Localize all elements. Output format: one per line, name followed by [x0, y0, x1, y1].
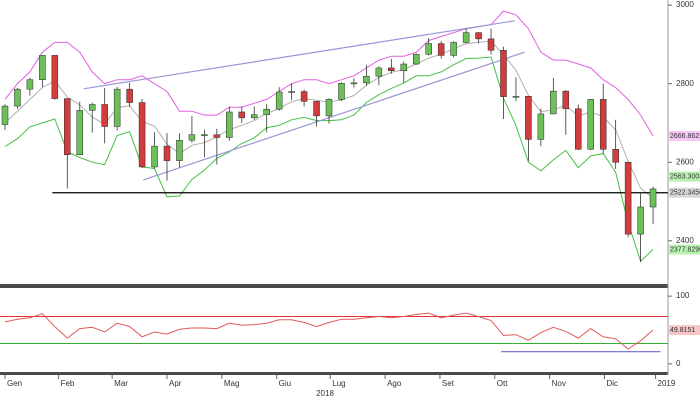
candle-body [363, 75, 370, 84]
x-tick-label: 2019 [658, 379, 676, 388]
trendline [143, 51, 525, 181]
candle-body [649, 188, 657, 208]
candle-body [51, 55, 59, 99]
candle-body [512, 95, 520, 98]
candle-body [500, 50, 507, 97]
x-tick-label: Ott [497, 379, 508, 388]
x-tick-label: Mar [114, 379, 128, 388]
x-tick-label: Giu [279, 379, 291, 388]
candle-body [213, 134, 221, 138]
y-tick-label: 2400 [676, 236, 694, 245]
candle-body [275, 91, 283, 110]
price-tag-label: 2522.3450 [670, 190, 700, 197]
candle-body [350, 82, 358, 85]
y-tick-label: 0 [676, 359, 681, 368]
candle-body [437, 43, 445, 56]
candle-body [550, 90, 557, 115]
candle-body [599, 99, 607, 150]
panel-separator [0, 372, 668, 375]
candle-body [450, 42, 457, 56]
price-tag [669, 171, 700, 182]
rsi-line [4, 312, 654, 350]
candle-body [64, 98, 71, 156]
candle-body [238, 111, 246, 119]
y-tick-label: 2600 [676, 157, 694, 166]
candle-body [288, 91, 295, 93]
candle-body [313, 101, 320, 117]
candle-body [338, 83, 345, 100]
price-tag-label: 2377.8290 [670, 246, 700, 253]
trendline [83, 20, 515, 90]
candle-body [325, 99, 333, 117]
candle-body [587, 99, 594, 150]
price-tag [669, 244, 700, 255]
candle-body [88, 104, 96, 111]
candle-body [425, 43, 432, 55]
x-tick-label: Nov [552, 379, 566, 388]
candle-body [562, 90, 570, 110]
candle-body [126, 88, 133, 103]
candle-body [263, 108, 270, 115]
candle-body [26, 79, 34, 90]
candle-body [14, 88, 21, 107]
band-line [4, 10, 654, 137]
candle-body [1, 105, 9, 125]
candle-body [151, 145, 158, 168]
panel-separator [0, 284, 668, 288]
candle-body [226, 111, 233, 138]
candle-body [388, 67, 395, 71]
candle-body [575, 108, 582, 150]
candle-body [176, 139, 183, 161]
price-tag-label: 49.8151 [670, 327, 695, 334]
price-tag-label: 2563.3003 [670, 173, 700, 180]
candle-body [475, 32, 482, 40]
candle-body [462, 32, 470, 43]
candle-body [113, 88, 121, 127]
y-tick-label: 100 [676, 291, 690, 300]
candle-body [400, 63, 408, 71]
candle-body [39, 55, 46, 80]
x-tick-label: Ago [387, 379, 402, 388]
candle-body [138, 102, 146, 168]
candle-body [375, 67, 383, 77]
candle-body [624, 161, 632, 235]
y-tick-label: 2800 [676, 79, 694, 88]
y-tick-label: 3000 [676, 0, 694, 9]
year-label: 2018 [316, 389, 334, 398]
x-tick-label: Feb [61, 379, 75, 388]
candle-body [201, 134, 208, 136]
price-tag [669, 130, 700, 141]
x-tick-label: Gen [7, 379, 22, 388]
candle-body [188, 134, 196, 141]
candle-body [525, 95, 532, 140]
candle-body [413, 53, 420, 65]
candle-body [612, 149, 619, 163]
candle-body [76, 110, 84, 156]
candle-body [537, 113, 545, 140]
candle-body [300, 91, 308, 102]
x-tick-label: Mag [224, 379, 240, 388]
candle-body [487, 38, 495, 51]
x-tick-label: Apr [169, 379, 182, 388]
x-tick-label: Dic [606, 379, 618, 388]
x-tick-label: Lug [332, 379, 345, 388]
candle-body [101, 104, 108, 127]
price-tag [669, 325, 700, 336]
price-tag [669, 187, 700, 198]
candle-body [250, 114, 258, 119]
candle-body [163, 145, 171, 161]
candle-body [637, 206, 644, 235]
x-tick-label: Set [442, 379, 455, 388]
price-tag-label: 2666.8622 [670, 133, 700, 140]
